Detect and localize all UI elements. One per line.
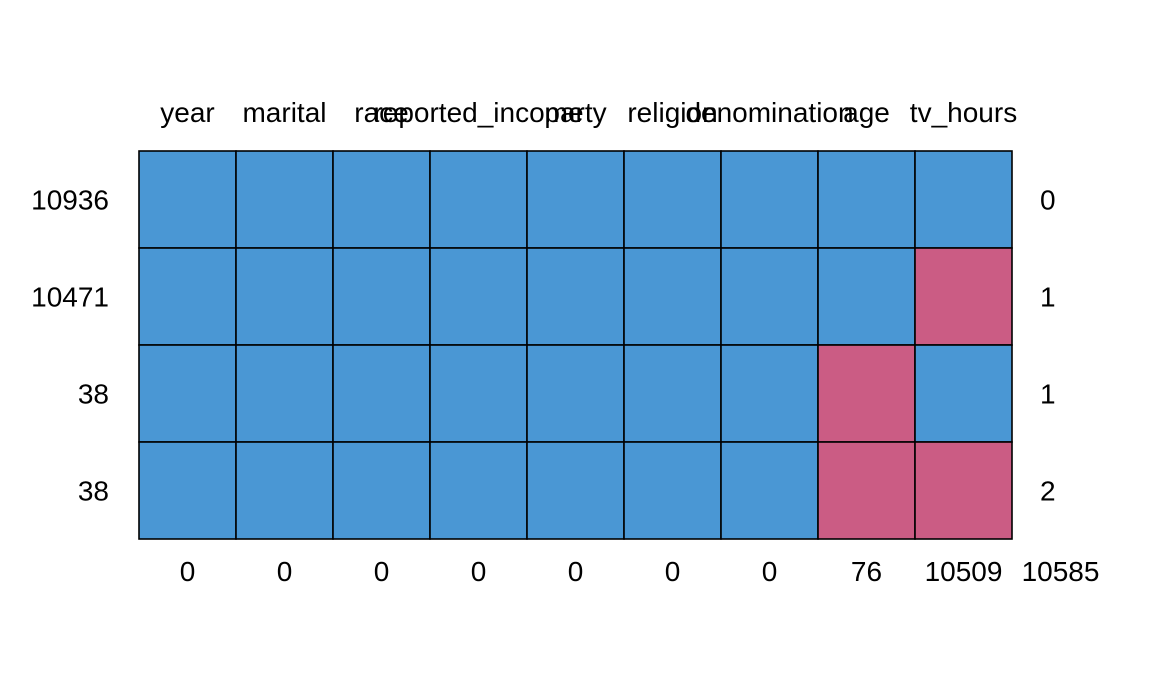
observed-cell-religion-row-1 — [623, 150, 722, 249]
observed-cell-party-row-2 — [526, 247, 625, 346]
column-missing-label-party: 0 — [568, 556, 584, 587]
observed-cell-tv_hours-row-3 — [914, 344, 1013, 443]
variable-label-tv_hours: tv_hours — [910, 97, 1017, 128]
total-missing-label: 10585 — [1022, 556, 1100, 587]
pattern-count-label: 38 — [78, 476, 109, 507]
missing-cell-tv_hours-row-4 — [914, 441, 1013, 540]
observed-cell-reported_income-row-1 — [429, 150, 528, 249]
variable-label-race: race — [354, 97, 408, 128]
observed-cell-race-row-4 — [332, 441, 431, 540]
observed-cell-denomination-row-2 — [720, 247, 819, 346]
missing-vars-label: 1 — [1040, 379, 1056, 410]
column-missing-label-year: 0 — [180, 556, 196, 587]
observed-cell-denomination-row-1 — [720, 150, 819, 249]
missing-vars-labels: 0 1 1 2 — [1040, 185, 1056, 507]
observed-cell-year-row-3 — [138, 344, 237, 443]
missing-vars-label: 1 — [1040, 282, 1056, 313]
observed-cell-denomination-row-3 — [720, 344, 819, 443]
observed-cell-religion-row-4 — [623, 441, 722, 540]
variable-label-denomination: denomination — [685, 97, 853, 128]
observed-cell-year-row-1 — [138, 150, 237, 249]
column-missing-label-religion: 0 — [665, 556, 681, 587]
observed-cell-year-row-2 — [138, 247, 237, 346]
observed-cell-age-row-2 — [817, 247, 916, 346]
observed-cell-marital-row-1 — [235, 150, 334, 249]
missing-vars-label: 0 — [1040, 185, 1056, 216]
observed-cell-denomination-row-4 — [720, 441, 819, 540]
variable-label-religion: religion — [627, 97, 717, 128]
missing-vars-label: 2 — [1040, 476, 1056, 507]
column-missing-label-age: 76 — [851, 556, 882, 587]
column-missing-label-reported_income: 0 — [471, 556, 487, 587]
variable-label-year: year — [160, 97, 214, 128]
observed-cell-reported_income-row-2 — [429, 247, 528, 346]
column-missing-labels: 0 0 0 0 0 0 0 76 10509 10585 — [180, 556, 1100, 587]
pattern-count-label: 38 — [78, 379, 109, 410]
pattern-count-label: 10471 — [31, 282, 109, 313]
observed-cell-reported_income-row-4 — [429, 441, 528, 540]
variable-label-party: party — [544, 97, 606, 128]
variable-label-marital: marital — [242, 97, 326, 128]
observed-cell-year-row-4 — [138, 441, 237, 540]
observed-cell-race-row-1 — [332, 150, 431, 249]
pattern-count-labels: 10936 10471 38 38 — [31, 185, 109, 507]
observed-cell-tv_hours-row-1 — [914, 150, 1013, 249]
column-missing-label-denomination: 0 — [762, 556, 778, 587]
observed-cell-party-row-1 — [526, 150, 625, 249]
pattern-count-label: 10936 — [31, 185, 109, 216]
variable-label-reported_income: reported_income — [373, 97, 583, 128]
observed-cell-race-row-3 — [332, 344, 431, 443]
observed-cell-race-row-2 — [332, 247, 431, 346]
observed-cell-marital-row-2 — [235, 247, 334, 346]
observed-cell-party-row-4 — [526, 441, 625, 540]
observed-cell-marital-row-3 — [235, 344, 334, 443]
observed-cell-religion-row-3 — [623, 344, 722, 443]
missing-cell-age-row-3 — [817, 344, 916, 443]
observed-cell-marital-row-4 — [235, 441, 334, 540]
pattern-grid — [138, 150, 1013, 540]
variable-label-age: age — [843, 97, 890, 128]
missing-cell-tv_hours-row-2 — [914, 247, 1013, 346]
column-missing-label-tv_hours: 10509 — [925, 556, 1003, 587]
missing-cell-age-row-4 — [817, 441, 916, 540]
observed-cell-religion-row-2 — [623, 247, 722, 346]
column-missing-label-race: 0 — [374, 556, 390, 587]
column-missing-label-marital: 0 — [277, 556, 293, 587]
observed-cell-reported_income-row-3 — [429, 344, 528, 443]
observed-cell-party-row-3 — [526, 344, 625, 443]
observed-cell-age-row-1 — [817, 150, 916, 249]
